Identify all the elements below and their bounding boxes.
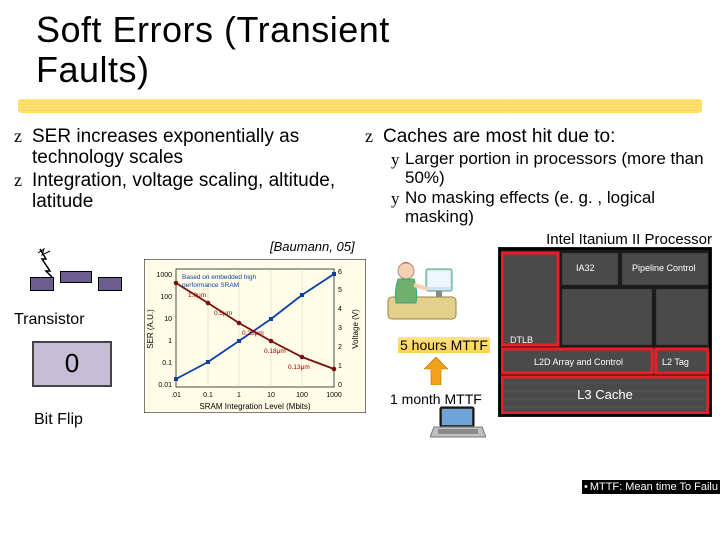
svg-text:0: 0 (338, 382, 342, 389)
svg-text:4: 4 (338, 306, 342, 313)
lower-graphics: [Baumann, 05] Intel Itanium II Processor… (0, 233, 720, 488)
bullet-text: Caches are most hit due to: (383, 127, 615, 148)
svg-text:L3 Cache: L3 Cache (577, 387, 633, 402)
citation-text: [Baumann, 05] (270, 239, 355, 254)
svg-text:10: 10 (164, 316, 172, 323)
svg-text:IA32: IA32 (576, 263, 595, 273)
svg-text:1: 1 (338, 363, 342, 370)
svg-text:L2D Array and Control: L2D Array and Control (534, 357, 623, 367)
bullet-item: z Integration, voltage scaling, altitude… (14, 171, 359, 213)
mttf-5h-label: 5 hours MTTF (398, 337, 490, 353)
bullet-item: z Caches are most hit due to: (365, 127, 710, 148)
transistor-strike-icon (30, 247, 122, 299)
svg-text:0.13μm: 0.13μm (288, 364, 310, 371)
svg-text:3: 3 (338, 325, 342, 332)
sub-bullet-item: y Larger portion in processors (more tha… (391, 150, 710, 187)
bullet-glyph-y: y (391, 150, 403, 170)
slide-title: Soft Errors (Transient Faults) (0, 0, 720, 89)
sub-bullet-item: y No masking effects (e. g. , logical ma… (391, 189, 710, 226)
mttf-footnote: •MTTF: Mean time To Failu (582, 480, 720, 494)
svg-text:10: 10 (267, 392, 275, 399)
svg-text:.01: .01 (171, 392, 181, 399)
svg-text:1000: 1000 (326, 392, 342, 399)
bullet-glyph-z: z (365, 127, 379, 147)
bit-value: 0 (65, 348, 79, 379)
svg-text:performance SRAM: performance SRAM (182, 282, 239, 289)
svg-text:1.0μm: 1.0μm (188, 292, 206, 299)
svg-text:0.01: 0.01 (158, 382, 172, 389)
bit-flip-box: 0 (32, 341, 112, 387)
bullet-glyph-y: y (391, 189, 403, 209)
svg-text:1000: 1000 (156, 272, 172, 279)
bullet-glyph-z: z (14, 171, 28, 191)
svg-text:0.5μm: 0.5μm (214, 310, 232, 317)
title-line-2: Faults) (36, 49, 150, 90)
bullet-item: z SER increases exponentially as technol… (14, 127, 359, 169)
intel-caption: Intel Itanium II Processor (546, 231, 712, 248)
svg-text:DTLB: DTLB (510, 335, 533, 345)
bullet-glyph-z: z (14, 127, 28, 147)
title-line-1: Soft Errors (Transient (36, 9, 390, 50)
bullet-text: SER increases exponentially as technolog… (32, 127, 359, 169)
bullet-text: Integration, voltage scaling, altitude, … (32, 171, 359, 213)
laptop-icon (430, 405, 486, 441)
svg-text:SER (A.U.): SER (A.U.) (146, 309, 155, 349)
bullet-dot-icon: • (584, 481, 588, 493)
svg-text:0.1: 0.1 (162, 360, 172, 367)
ser-voltage-chart: 0.01 0.1 1 10 100 1000 0 1 2 3 4 5 6 .01… (144, 259, 366, 413)
svg-text:5: 5 (338, 287, 342, 294)
svg-text:SRAM Integration Level (Mbits): SRAM Integration Level (Mbits) (199, 402, 310, 411)
svg-text:L2 Tag: L2 Tag (662, 357, 689, 367)
svg-text:Based on embedded high: Based on embedded high (182, 274, 256, 281)
right-column: z Caches are most hit due to: y Larger p… (365, 127, 710, 227)
svg-text:Voltage (V): Voltage (V) (351, 309, 360, 349)
svg-text:100: 100 (160, 294, 172, 301)
person-computer-icon (386, 257, 458, 323)
title-underline (18, 99, 702, 113)
svg-text:100: 100 (296, 392, 308, 399)
itanium-die-diagram: IA32 Pipeline Control DTLB L2D Array and… (498, 247, 712, 417)
up-arrow-icon (424, 357, 448, 385)
svg-text:0.25μm: 0.25μm (242, 330, 264, 337)
bullet-columns: z SER increases exponentially as technol… (0, 121, 720, 227)
svg-text:0.1: 0.1 (203, 392, 213, 399)
svg-text:6: 6 (338, 269, 342, 276)
svg-text:1: 1 (168, 338, 172, 345)
svg-text:0.18μm: 0.18μm (264, 348, 286, 355)
svg-text:1: 1 (237, 392, 241, 399)
left-column: z SER increases exponentially as technol… (14, 127, 359, 227)
mttf-footnote-text: MTTF: Mean time To Failu (590, 481, 718, 493)
sub-bullet-text: No masking effects (e. g. , logical mask… (405, 189, 710, 226)
bit-flip-label: Bit Flip (34, 411, 83, 429)
sub-bullet-text: Larger portion in processors (more than … (405, 150, 710, 187)
svg-text:Pipeline Control: Pipeline Control (632, 263, 696, 273)
transistor-label: Transistor (14, 311, 85, 329)
svg-text:2: 2 (338, 344, 342, 351)
